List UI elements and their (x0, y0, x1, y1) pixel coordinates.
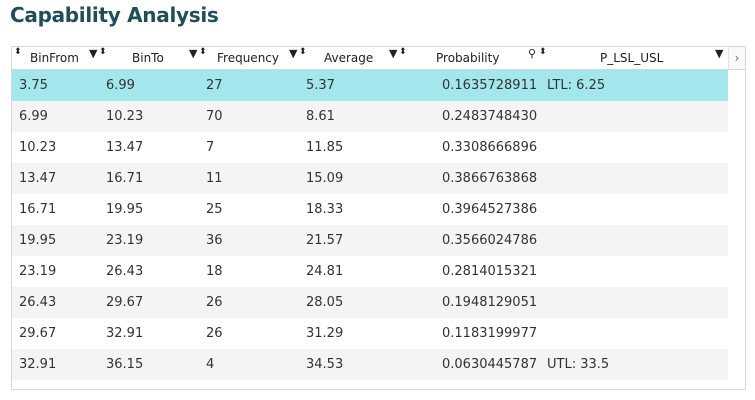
page-title: Capability Analysis (10, 3, 219, 27)
grid-header: ⬍ BinFrom ▼ ⬍ BinTo ▼ ⬍ Frequency ▼ ⬍ Av… (12, 47, 745, 70)
filter-funnel-icon[interactable]: ▼ (89, 47, 98, 60)
table-row[interactable]: 3.75 6.99 27 5.37 0.1635728911 LTL: 6.25 (12, 70, 728, 101)
vertical-scrollbar[interactable] (729, 70, 745, 389)
table-row[interactable]: 13.47 16.71 11 15.09 0.3866763868 (12, 163, 728, 194)
filter-funnel-icon[interactable]: ▼ (715, 47, 724, 60)
table-row[interactable]: 32.91 36.15 4 34.53 0.0630445787 UTL: 33… (12, 349, 728, 380)
sort-arrows-icon[interactable]: ⬍ (99, 47, 106, 57)
chevron-right-icon[interactable]: › (728, 47, 745, 69)
filter-funnel-icon[interactable]: ▼ (189, 47, 198, 60)
filter-funnel-icon[interactable]: ▼ (389, 47, 398, 60)
sort-arrows-icon[interactable]: ⬍ (14, 47, 21, 57)
table-row[interactable]: 19.95 23.19 36 21.57 0.3566024786 (12, 225, 728, 256)
table-row[interactable]: 29.67 32.91 26 31.29 0.1183199977 (19, 326, 538, 341)
sort-arrows-icon[interactable]: ⬍ (539, 47, 546, 57)
table-row[interactable]: 10.23 13.47 7 11.85 0.3308666896 (19, 140, 538, 155)
sort-arrows-icon[interactable]: ⬍ (199, 47, 206, 57)
table-row[interactable]: 16.71 19.95 25 18.33 0.3964527386 (19, 202, 538, 217)
sort-arrows-icon[interactable]: ⬍ (299, 47, 306, 57)
sort-arrows-icon[interactable]: ⬍ (399, 47, 406, 57)
table-row[interactable]: 23.19 26.43 18 24.81 0.2814015321 (19, 264, 538, 279)
table-row[interactable]: 26.43 29.67 26 28.05 0.1948129051 (12, 287, 728, 318)
search-icon[interactable]: ⚲ (528, 47, 537, 60)
filter-funnel-icon[interactable]: ▼ (289, 47, 298, 60)
table-row[interactable]: 6.99 10.23 70 8.61 0.2483748430 (12, 101, 728, 132)
data-grid[interactable]: ⬍ BinFrom ▼ ⬍ BinTo ▼ ⬍ Frequency ▼ ⬍ Av… (11, 46, 746, 390)
